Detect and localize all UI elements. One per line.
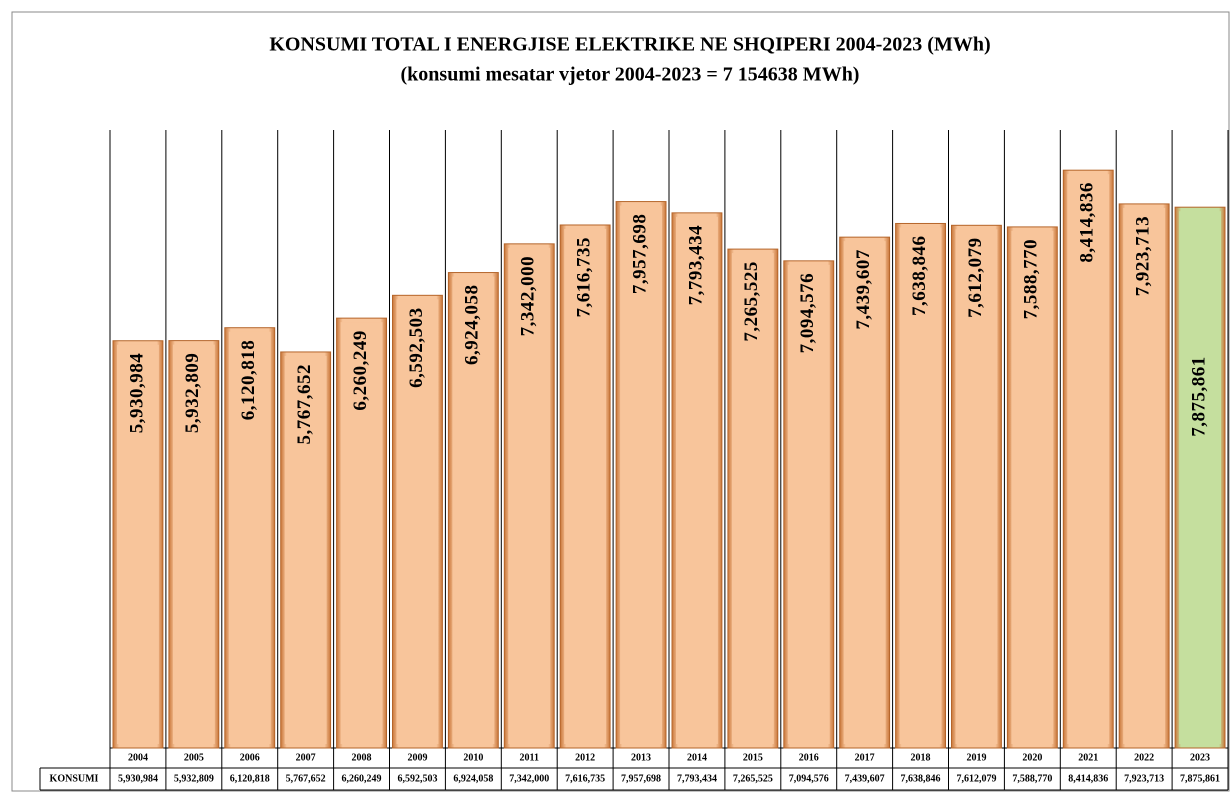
chart-title: KONSUMI TOTAL I ENERGJISE ELEKTRIKE NE S… bbox=[269, 34, 990, 56]
bar-bevel bbox=[396, 299, 439, 744]
table-cell: 7,588,770 bbox=[1012, 773, 1052, 784]
table-cell: 7,638,846 bbox=[901, 773, 941, 784]
table-cell: 5,767,652 bbox=[286, 773, 326, 784]
data-label: 7,612,079 bbox=[965, 237, 986, 317]
table-cell: 7,923,713 bbox=[1124, 773, 1164, 784]
bar-bevel bbox=[228, 331, 271, 744]
data-label: 7,875,861 bbox=[1188, 356, 1209, 437]
bar-bevel bbox=[340, 322, 383, 744]
data-label: 7,094,576 bbox=[797, 273, 818, 354]
bar-bevel bbox=[1123, 207, 1166, 745]
x-tick-label: 2014 bbox=[687, 752, 707, 763]
x-tick-label: 2005 bbox=[184, 752, 204, 763]
x-tick-label: 2021 bbox=[1078, 752, 1098, 763]
bar-bevel bbox=[1179, 211, 1221, 745]
bar-bevel bbox=[955, 229, 998, 745]
bar-bevel bbox=[284, 355, 327, 744]
x-tick-label: 2017 bbox=[855, 752, 875, 763]
x-tick-label: 2015 bbox=[743, 752, 763, 763]
bar-bevel bbox=[899, 227, 942, 744]
table-cell: 5,930,984 bbox=[118, 773, 158, 784]
x-tick-label: 2008 bbox=[352, 752, 372, 763]
bar-bevel bbox=[452, 276, 495, 744]
table-cell: 7,094,576 bbox=[789, 773, 829, 784]
table-cell: 6,592,503 bbox=[397, 773, 437, 784]
table-cell: 6,924,058 bbox=[453, 773, 493, 784]
bar-bevel bbox=[843, 241, 886, 745]
x-tick-label: 2018 bbox=[911, 752, 931, 763]
bar-bevel bbox=[1011, 230, 1054, 744]
table-cell: 7,957,698 bbox=[621, 773, 661, 784]
data-label: 7,588,770 bbox=[1021, 239, 1042, 320]
x-tick-label: 2013 bbox=[631, 752, 651, 763]
table-cell: 7,265,525 bbox=[733, 773, 773, 784]
x-tick-label: 2011 bbox=[520, 752, 539, 763]
table-cell: 8,414,836 bbox=[1068, 773, 1108, 784]
x-tick-label: 2010 bbox=[463, 752, 483, 763]
bar-bevel bbox=[787, 264, 830, 744]
x-tick-label: 2019 bbox=[966, 752, 986, 763]
x-tick-label: 2020 bbox=[1022, 752, 1042, 763]
x-tick-label: 2016 bbox=[799, 752, 819, 763]
bar-bevel bbox=[620, 205, 662, 744]
table-cell: 7,793,434 bbox=[677, 773, 717, 784]
data-label: 6,924,058 bbox=[462, 285, 483, 366]
data-label: 7,638,846 bbox=[909, 235, 930, 316]
x-tick-label: 2007 bbox=[296, 752, 316, 763]
bar-bevel bbox=[731, 253, 774, 744]
x-tick-label: 2012 bbox=[575, 752, 595, 763]
data-label: 5,932,809 bbox=[182, 353, 203, 434]
table-cell: 6,260,249 bbox=[342, 773, 382, 784]
table-cell: 7,612,079 bbox=[956, 773, 996, 784]
data-label: 7,439,607 bbox=[853, 249, 874, 329]
table-cell: 7,616,735 bbox=[565, 773, 605, 784]
bar-bevel bbox=[172, 344, 215, 744]
data-label: 7,957,698 bbox=[629, 214, 650, 295]
series-label: KONSUMI bbox=[50, 773, 99, 784]
data-label: 6,260,249 bbox=[350, 330, 371, 411]
table-cell: 7,875,861 bbox=[1180, 773, 1220, 784]
x-tick-label: 2023 bbox=[1190, 752, 1210, 763]
bar-bevel bbox=[676, 216, 718, 745]
x-tick-label: 2022 bbox=[1134, 752, 1154, 763]
data-label: 7,616,735 bbox=[574, 237, 595, 318]
bar-bevel bbox=[1067, 174, 1110, 744]
x-tick-label: 2004 bbox=[128, 752, 148, 763]
data-label: 6,120,818 bbox=[238, 340, 259, 421]
x-tick-label: 2006 bbox=[240, 752, 260, 763]
data-label: 8,414,836 bbox=[1077, 182, 1098, 263]
data-label: 6,592,503 bbox=[406, 307, 427, 388]
data-label: 7,265,525 bbox=[741, 261, 762, 342]
data-label: 7,923,713 bbox=[1133, 216, 1154, 296]
table-cell: 7,342,000 bbox=[509, 773, 549, 784]
x-tick-label: 2009 bbox=[407, 752, 427, 763]
table-cell: 7,439,607 bbox=[845, 773, 885, 784]
table-cell: 6,120,818 bbox=[230, 773, 270, 784]
data-label: 5,930,984 bbox=[126, 353, 147, 434]
data-label: 5,767,652 bbox=[294, 364, 315, 445]
data-label: 7,342,000 bbox=[518, 256, 539, 337]
data-label: 7,793,434 bbox=[685, 225, 706, 306]
table-cell: 5,932,809 bbox=[174, 773, 214, 784]
bar-bevel bbox=[508, 247, 551, 744]
bar-bevel bbox=[564, 228, 607, 744]
chart-subtitle: (konsumi mesatar vjetor 2004-2023 = 7 15… bbox=[401, 64, 860, 86]
bar-bevel bbox=[117, 344, 159, 744]
